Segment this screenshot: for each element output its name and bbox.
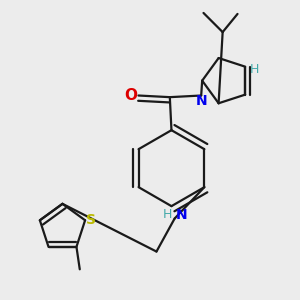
Text: S: S [86,213,96,227]
Text: O: O [125,88,138,103]
Text: H: H [163,208,172,221]
Text: N: N [175,208,187,222]
Text: H: H [250,63,259,76]
Text: N: N [195,94,207,109]
